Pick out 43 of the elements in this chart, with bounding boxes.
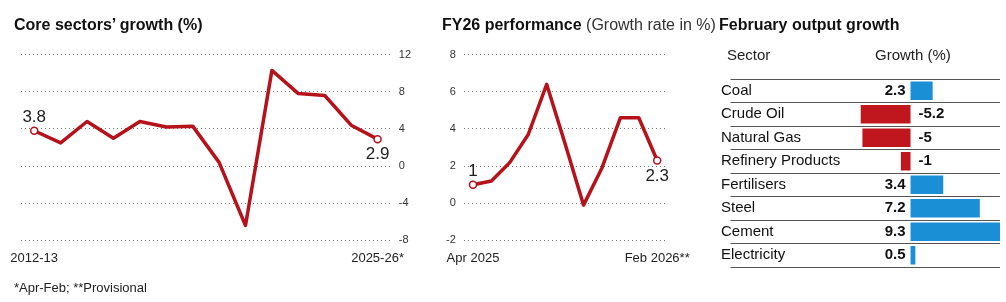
y-tick-label: Steel (721, 198, 756, 216)
y-tick-label: 6 (449, 84, 456, 97)
y-tick-label: Fertilisers (721, 174, 787, 192)
y-tick-label: 4 (398, 121, 405, 134)
y-axis-title: Sector (727, 46, 771, 63)
data-label: 2.3 (645, 165, 670, 185)
chart-title: Core sectors’ growth (%) (14, 16, 203, 34)
x-tick-label: Feb 2026** (624, 249, 690, 265)
data-label: 9.3 (884, 221, 906, 239)
y-tick-label: 12 (398, 47, 412, 60)
y-tick-label: Coal (721, 80, 752, 98)
data-label: 3.8 (22, 106, 47, 126)
y-tick-label: 2 (449, 159, 456, 172)
y-tick-label: Cement (721, 221, 775, 239)
y-tick-label: Crude Oil (721, 104, 785, 122)
data-label: 0.5 (884, 245, 906, 263)
data-label: 3.4 (884, 174, 907, 192)
y-tick-label: -2 (446, 233, 456, 246)
y-tick-label: Electricity (721, 245, 786, 263)
data-label: 2.3 (884, 80, 906, 98)
data-label: 1 (468, 160, 478, 180)
y-tick-label: 8 (449, 47, 456, 60)
y-tick-label: Natural Gas (721, 127, 802, 145)
data-label: -5 (918, 127, 932, 145)
y-tick-label: 8 (398, 84, 405, 97)
y-tick-label: 0 (398, 159, 405, 172)
data-label: 2.9 (365, 144, 390, 164)
x-tick-label: Apr 2025 (446, 249, 500, 265)
chart-title: February output growth (719, 16, 900, 34)
data-label: 7.2 (884, 198, 906, 216)
chart-title: FY26 performance (442, 16, 582, 33)
y-tick-label: 4 (449, 121, 456, 134)
data-label: -5.2 (918, 104, 945, 122)
y-tick-label: Refinery Products (721, 151, 841, 169)
chart-subtitle: (Growth rate in %) (585, 16, 716, 33)
x-axis-title: Growth (%) (875, 46, 951, 63)
x-tick-label: 2025-26* (351, 249, 404, 265)
y-tick-label: -4 (398, 196, 409, 209)
y-tick-label: -8 (398, 233, 409, 246)
y-tick-label: 0 (449, 196, 456, 209)
text: *Apr-Feb; **Provisional (14, 280, 147, 295)
data-label: -1 (918, 151, 932, 169)
x-tick-label: 2012-13 (10, 249, 59, 265)
